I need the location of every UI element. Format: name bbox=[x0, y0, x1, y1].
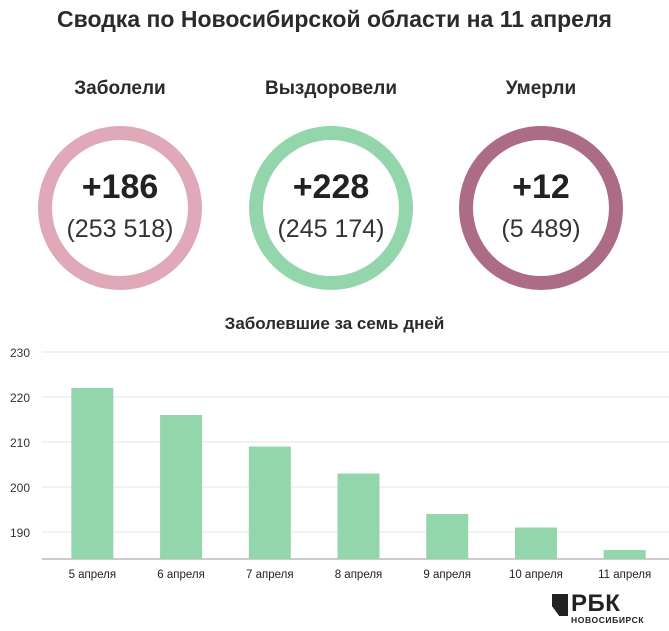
page-title: Сводка по Новосибирской области на 11 ап… bbox=[57, 6, 612, 32]
x-tick-label: 5 апреля bbox=[69, 569, 117, 581]
stat-delta: +228 bbox=[292, 168, 370, 206]
y-tick-label: 190 bbox=[10, 526, 30, 540]
stat-total: (253 518) bbox=[66, 215, 174, 243]
stat-infected: Заболели +186 (253 518) bbox=[30, 74, 210, 290]
brand-logo: РБК НОВОСИБИРСК bbox=[552, 590, 662, 626]
y-tick-label: 210 bbox=[10, 436, 30, 450]
bar bbox=[514, 527, 557, 559]
stat-total: (5 489) bbox=[501, 215, 581, 243]
stat-label: Выздоровели bbox=[264, 78, 398, 99]
bar bbox=[337, 473, 380, 559]
x-tick-label: 7 апреля bbox=[246, 569, 294, 581]
stat-label: Умерли bbox=[505, 78, 577, 99]
x-tick-label: 6 апреля bbox=[157, 569, 205, 581]
chart-title: Заболевшие за семь дней bbox=[224, 314, 445, 333]
x-tick-label: 9 апреля bbox=[423, 569, 471, 581]
bar bbox=[71, 388, 114, 559]
x-tick-label: 11 апреля bbox=[598, 569, 651, 581]
x-tick-label: 8 апреля bbox=[335, 569, 383, 581]
stat-delta: +12 bbox=[512, 168, 570, 206]
stat-deaths: Умерли +12 (5 489) bbox=[451, 74, 631, 290]
logo-text: РБК bbox=[571, 590, 621, 617]
bar bbox=[426, 514, 469, 559]
stat-total: (245 174) bbox=[277, 215, 385, 243]
logo-region: НОВОСИБИРСК bbox=[571, 615, 645, 625]
stat-delta: +186 bbox=[81, 168, 159, 206]
y-tick-label: 230 bbox=[10, 346, 30, 360]
stat-label: Заболели bbox=[74, 78, 166, 99]
x-tick-label: 10 апреля bbox=[509, 569, 563, 581]
bar bbox=[160, 415, 203, 559]
bar bbox=[248, 446, 291, 559]
stat-recovered: Выздоровели +228 (245 174) bbox=[241, 74, 421, 290]
bar bbox=[603, 550, 646, 559]
y-tick-label: 200 bbox=[10, 481, 30, 495]
logo-mark-icon bbox=[552, 594, 568, 616]
y-tick-label: 220 bbox=[10, 391, 30, 405]
